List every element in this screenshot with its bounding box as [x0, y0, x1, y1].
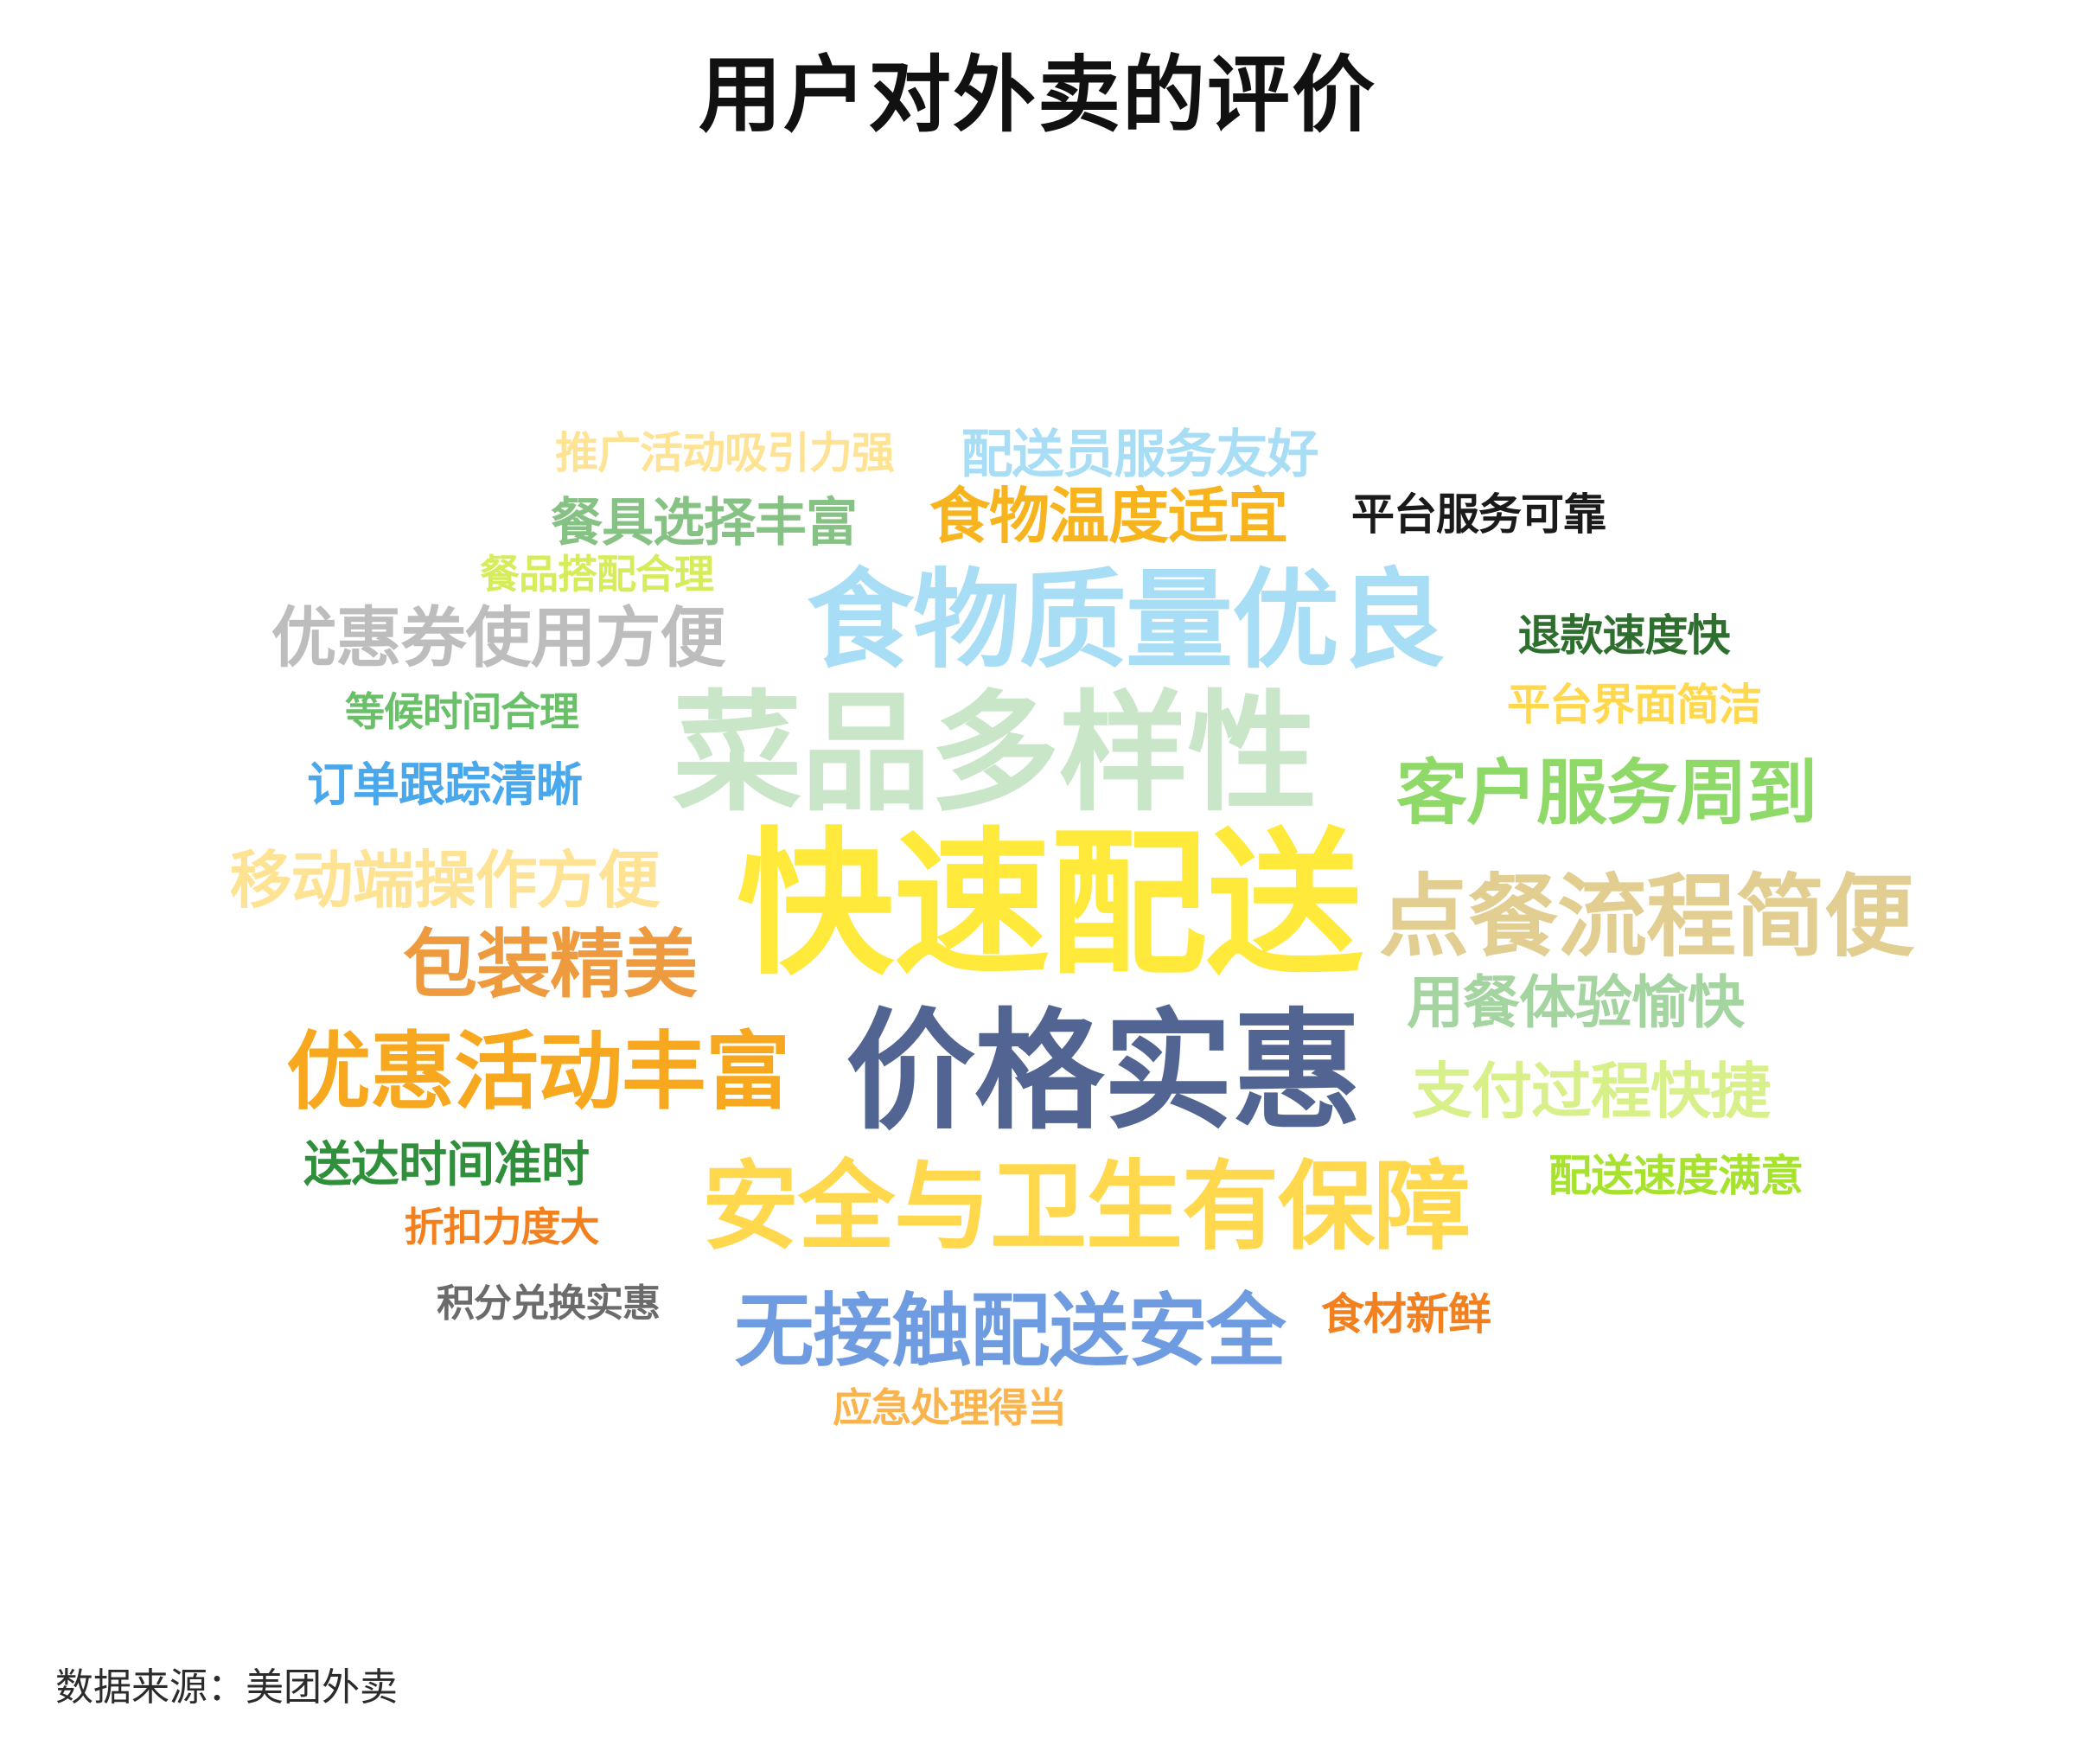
word-20: 推广活动吸引力强 — [555, 428, 895, 478]
word-11: 移动端操作方便 — [229, 844, 660, 917]
word-13: 食物温度适宜 — [929, 481, 1288, 552]
word-15: 支付过程快捷 — [1412, 1056, 1771, 1127]
word-24: 配送速度满意 — [1548, 1151, 1804, 1201]
word-1: 快速配送 — [737, 813, 1363, 996]
word-14: 用餐体验愉快 — [1407, 969, 1745, 1036]
word-25: 等候时间合理 — [345, 688, 579, 735]
word-29: 食材新鲜 — [1321, 1289, 1491, 1339]
word-17: 餐具选择丰富 — [551, 493, 858, 553]
word-16: 配送员服务友好 — [961, 425, 1319, 485]
word-6: 点餐流程简便 — [1378, 864, 1914, 969]
word-19: 送达时间准时 — [303, 1137, 590, 1193]
word-8: 无接触配送安全 — [734, 1285, 1286, 1377]
word-28: 积分兑换实惠 — [437, 1281, 661, 1326]
chart-title: 用户对外卖的评价 — [699, 46, 1376, 144]
source-note: 数据来源：美团外卖 — [55, 1665, 398, 1710]
word-3: 食物质量优良 — [806, 559, 1446, 683]
word-4: 价格实惠 — [845, 997, 1362, 1147]
word-10: 包装精美 — [403, 922, 698, 1008]
word-30: 应急处理得当 — [833, 1384, 1067, 1431]
word-2: 菜品多样性 — [672, 679, 1317, 829]
word-9: 客户服务周到 — [1395, 752, 1817, 834]
word-5: 安全与卫生有保障 — [702, 1151, 1471, 1263]
word-26: 餐品搭配合理 — [480, 551, 714, 598]
word-22: 退款速度快 — [1517, 610, 1731, 661]
word-27: 折扣力度大 — [404, 1204, 600, 1250]
word-21: 平台服务可靠 — [1351, 489, 1606, 540]
word-7: 优惠活动丰富 — [285, 1023, 790, 1122]
word-23: 平台界面简洁 — [1507, 680, 1762, 730]
word-12: 优惠券使用方便 — [271, 599, 726, 676]
word-18: 订单跟踪清晰 — [307, 757, 583, 812]
